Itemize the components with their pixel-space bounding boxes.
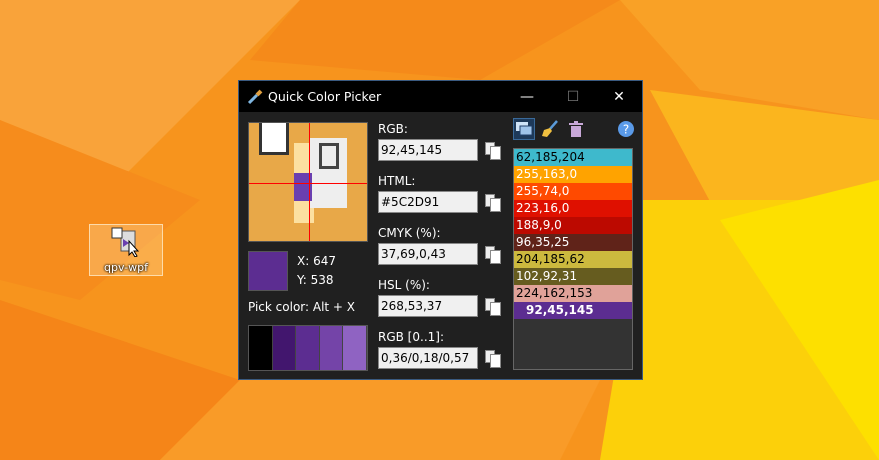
- color-value-field[interactable]: 92,45,145: [378, 139, 478, 161]
- copy-icon[interactable]: [485, 194, 501, 212]
- crosshair-horizontal: [249, 183, 367, 184]
- minimize-button[interactable]: —: [520, 88, 534, 105]
- current-color-swatch: [248, 251, 288, 291]
- clear-button[interactable]: [539, 118, 561, 140]
- desktop-icon-label: qpv-wpf: [104, 261, 148, 274]
- field-label: RGB:: [378, 122, 408, 136]
- color-value-field[interactable]: 0,36/0,18/0,57: [378, 347, 478, 369]
- overlay-windows-icon: [516, 122, 532, 136]
- help-button[interactable]: ?: [615, 118, 637, 140]
- field-label: HSL (%):: [378, 278, 430, 292]
- copy-icon[interactable]: [485, 142, 501, 160]
- palette-item[interactable]: 223,16,0: [514, 200, 632, 217]
- magnifier-view: [248, 122, 368, 242]
- delete-button[interactable]: [565, 118, 587, 140]
- palette-item[interactable]: 102,92,31: [514, 268, 632, 285]
- palette-item[interactable]: 96,35,25: [514, 234, 632, 251]
- trash-icon: [569, 121, 583, 137]
- shade-swatch[interactable]: [249, 326, 273, 370]
- title-bar[interactable]: Quick Color Picker — ☐ ✕: [239, 81, 642, 112]
- maximize-button[interactable]: ☐: [566, 88, 580, 105]
- pick-color-hint: Pick color: Alt + X: [248, 300, 356, 314]
- color-value-field[interactable]: #5C2D91: [378, 191, 478, 213]
- palette-item[interactable]: 92,45,145: [514, 302, 632, 319]
- x-coordinate: X: 647: [297, 254, 336, 268]
- overlay-windows-button[interactable]: [513, 118, 535, 140]
- window-title: Quick Color Picker: [268, 89, 382, 104]
- copy-icon[interactable]: [485, 350, 501, 368]
- shade-swatch[interactable]: [272, 326, 297, 370]
- shade-swatch[interactable]: [296, 326, 320, 370]
- desktop-icon-qpv-wpf[interactable]: qpv-wpf: [89, 224, 163, 276]
- broom-icon: [542, 120, 558, 137]
- y-coordinate: Y: 538: [297, 273, 334, 287]
- shade-swatch[interactable]: [343, 326, 367, 370]
- field-label: CMYK (%):: [378, 226, 441, 240]
- copy-icon[interactable]: [485, 246, 501, 264]
- palette-item[interactable]: 224,162,153: [514, 285, 632, 302]
- palette-item[interactable]: 62,185,204: [514, 149, 632, 166]
- svg-text:?: ?: [623, 123, 629, 137]
- palette-item[interactable]: 255,163,0: [514, 166, 632, 183]
- color-value-field[interactable]: 37,69,0,43: [378, 243, 478, 265]
- color-history-list[interactable]: 62,185,204 255,163,0 255,74,0 223,16,0 188,9…: [513, 148, 633, 370]
- crosshair-vertical: [309, 123, 310, 241]
- help-icon: ?: [618, 121, 634, 137]
- palette-item[interactable]: 204,185,62: [514, 251, 632, 268]
- palette-item[interactable]: 188,9,0: [514, 217, 632, 234]
- field-label: RGB [0..1]:: [378, 330, 444, 344]
- color-value-field[interactable]: 268,53,37: [378, 295, 478, 317]
- shade-swatch[interactable]: [319, 326, 344, 370]
- palette-item[interactable]: 255,74,0: [514, 183, 632, 200]
- quick-color-picker-window: Quick Color Picker — ☐ ✕ X: 647 Y: 538 P…: [238, 80, 643, 380]
- copy-icon[interactable]: [485, 298, 501, 316]
- eyedropper-icon: [247, 89, 263, 105]
- shades-strip: [248, 325, 368, 371]
- close-button[interactable]: ✕: [613, 88, 625, 105]
- field-label: HTML:: [378, 174, 416, 188]
- app-file-icon: [111, 227, 140, 257]
